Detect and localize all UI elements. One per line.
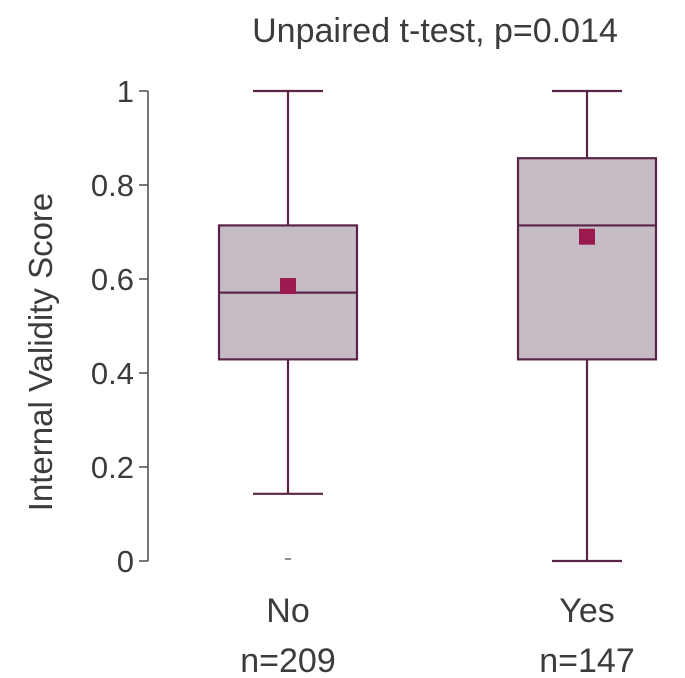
mean-marker (280, 278, 296, 295)
box-group-no (217, 89, 359, 560)
y-tick-label: 0.8 (91, 168, 134, 203)
y-tick-label: 1 (117, 74, 134, 109)
y-axis-label: Internal Validity Score (22, 193, 59, 512)
sample-size-label: n=209 (240, 642, 336, 678)
y-tick-label: 0 (117, 544, 134, 579)
sample-size-label: n=147 (539, 642, 635, 678)
category-label: Yes (559, 592, 614, 630)
chart-title: Unpaired t-test, p=0.014 (252, 12, 618, 50)
category-label: No (266, 592, 309, 630)
y-tick-label: 0.2 (91, 450, 134, 485)
y-tick-label: 0.6 (91, 262, 134, 297)
box-group-yes (516, 89, 658, 563)
plot-area (217, 89, 658, 563)
y-tick-label: 0.4 (91, 356, 134, 391)
box (516, 157, 658, 361)
mean-marker (579, 228, 595, 245)
y-axis: 0 0.2 0.4 0.6 0.8 1 (91, 74, 149, 579)
x-axis-labels: No n=209 Yes n=147 (240, 592, 635, 678)
